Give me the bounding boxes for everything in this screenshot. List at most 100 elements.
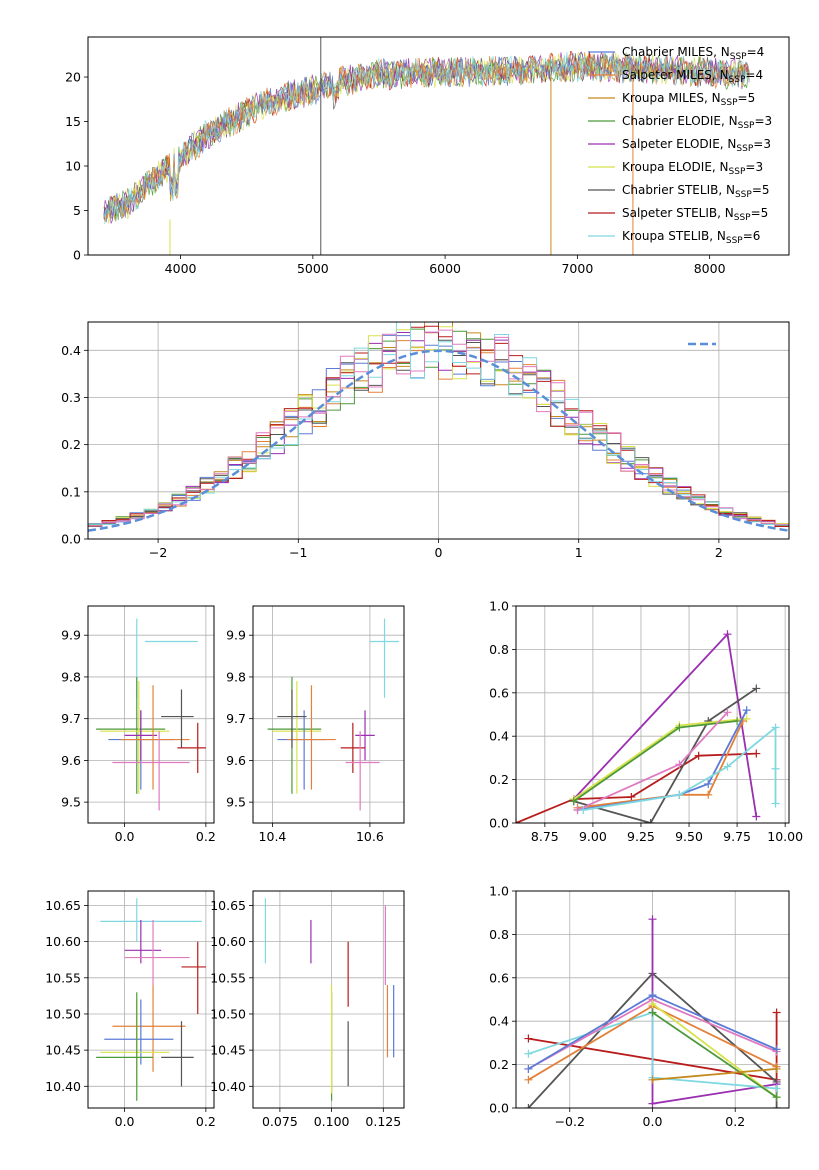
series-line-chabrier_miles — [577, 709, 748, 811]
y-tick-label: 5 — [73, 203, 81, 218]
y-tick-label: 20 — [65, 70, 81, 85]
y-tick-label: 9.5 — [61, 795, 81, 810]
series-line-kroupa_miles — [652, 1068, 777, 1081]
legend-label-part: =3 — [753, 137, 771, 151]
x-tick-label: 10.4 — [259, 829, 287, 844]
x-tick-label: 9.50 — [675, 829, 703, 844]
y-tick-label: 0.2 — [61, 437, 81, 452]
legend-label-part: =3 — [745, 160, 763, 174]
x-tick-label: 8000 — [694, 261, 726, 276]
legend-label-part: Salpeter STELIB, N — [622, 206, 734, 220]
data-point-chabrier_miles — [277, 710, 327, 790]
legend-label-part: Chabrier ELODIE, N — [622, 114, 738, 128]
series-line-kroupa_stelib — [528, 1011, 777, 1090]
series-marker — [524, 1049, 533, 1058]
y-tick-label: 15 — [65, 114, 81, 129]
x-tick-label: 7000 — [561, 261, 593, 276]
y-tick-label: 0.2 — [489, 1057, 509, 1072]
legend-label: Kroupa ELODIE, NSSP=3 — [622, 160, 763, 177]
x-tick-label: 9.00 — [579, 829, 607, 844]
x-tick-label: 9.75 — [723, 829, 751, 844]
chart-age-vs-Z: 0.0 0.2 9.5 9.6 9.7 9.8 9.9 — [61, 605, 216, 844]
legend-label-sub: SSP — [721, 98, 738, 108]
plot-area — [267, 618, 400, 811]
data-point-kroupa_stelib — [136, 618, 198, 698]
y-tick-label: 0.6 — [489, 970, 509, 985]
legend-label-sub: SSP — [734, 213, 751, 223]
y-tick-label: 0 — [73, 248, 81, 263]
data-point-chabrier_elodie — [267, 676, 322, 794]
legend-label: Kroupa MILES, NSSP=5 — [622, 91, 755, 108]
y-tick-label: 1.0 — [489, 599, 509, 614]
chart-residuals: −2 −1 0 1 2 0.0 0.1 0.2 0.3 0.4 — [61, 321, 790, 560]
x-tick-label: 1 — [575, 545, 583, 560]
data-point-salpeter_miles — [120, 685, 190, 790]
legend-label-part: Kroupa MILES, N — [622, 91, 721, 105]
series-line-chabrier_stelib — [573, 687, 757, 823]
y-tick-label: 0.2 — [489, 772, 509, 787]
data-point-chabrier_miles — [104, 999, 174, 1065]
series-marker — [694, 751, 703, 760]
data-point-kroupa_stelib — [100, 898, 202, 942]
grid — [253, 606, 404, 823]
series-marker — [648, 1075, 657, 1084]
y-tick-label: 0.6 — [489, 685, 509, 700]
legend-label-sub: SSP — [735, 190, 752, 200]
y-tick-label: 9.9 — [226, 628, 246, 643]
y-tick-label: 10.50 — [210, 1006, 246, 1021]
axes-frame — [515, 890, 790, 1109]
data-point-salpeter_miles — [112, 985, 186, 1072]
y-tick-label: 10.65 — [210, 898, 246, 913]
chart-mass-weight-vs-age: 8.75 9.00 9.25 9.50 9.75 10.00 0.0 0.2 0.4 0.6 0.8… — [489, 599, 803, 845]
y-tick-label: 0.4 — [489, 1014, 509, 1029]
legend-label-sub: SSP — [736, 144, 753, 154]
series-marker — [723, 630, 732, 639]
grid — [253, 891, 404, 1108]
series-marker — [648, 999, 657, 1008]
x-tick-label: 0.2 — [725, 1114, 745, 1129]
series-marker — [772, 1008, 781, 1017]
legend-label-sub: SSP — [738, 121, 755, 131]
y-tick-label: 10.50 — [45, 1006, 81, 1021]
plot-area — [88, 322, 789, 532]
series-marker — [752, 684, 761, 693]
axes-frame — [515, 605, 790, 824]
legend-label: Salpeter STELIB, NSSP=5 — [622, 206, 768, 223]
chart-mass-vs-Z: 0.0 0.2 10.40 10.45 10.50 10.55 10.60 10.65 — [45, 890, 216, 1129]
x-tick-label: −2 — [149, 545, 167, 560]
axes-frame — [252, 890, 405, 1109]
series-marker — [646, 819, 655, 823]
series-marker — [627, 792, 636, 801]
data-point-salpeter_stelib — [181, 941, 206, 1014]
x-tick-label: −1 — [289, 545, 307, 560]
x-tick-label: 2 — [715, 545, 723, 560]
data-point-pink — [124, 919, 190, 986]
data-point-salpeter_elodie — [124, 919, 162, 964]
legend-label-sub: SSP — [730, 52, 747, 62]
series-marker — [772, 1084, 781, 1093]
series-marker — [648, 915, 657, 924]
series-marker — [524, 1104, 533, 1108]
y-tick-label: 10.40 — [210, 1079, 246, 1094]
axes-frame — [87, 36, 790, 256]
x-tick-label: 0.075 — [262, 1114, 298, 1129]
x-tick-label: 0 — [435, 545, 443, 560]
grid — [88, 891, 214, 1108]
data-point-salpeter_elodie — [124, 710, 158, 761]
legend-label: Kroupa STELIB, NSSP=6 — [622, 229, 760, 246]
y-tick-label: 10.40 — [45, 1079, 81, 1094]
legend-label: Chabrier MILES, NSSP=4 — [622, 45, 764, 62]
axes-frame — [87, 890, 215, 1109]
legend-label-part: Kroupa STELIB, N — [622, 229, 726, 243]
x-tick-label: 0.0 — [115, 829, 135, 844]
data-point-kroupa_stelib — [369, 618, 400, 698]
spectrum-line-kroupa_stelib — [103, 51, 750, 225]
series-marker — [569, 797, 578, 806]
chart-mass-vs-ebv: 0.075 0.100 0.125 10.40 10.45 10.50 10.55 10.60… — [210, 890, 405, 1129]
series-marker — [772, 1104, 781, 1108]
axes-frame — [87, 321, 790, 540]
series-marker — [742, 706, 751, 715]
legend-label-sub: SSP — [726, 236, 743, 246]
legend-label-part: =3 — [754, 114, 772, 128]
